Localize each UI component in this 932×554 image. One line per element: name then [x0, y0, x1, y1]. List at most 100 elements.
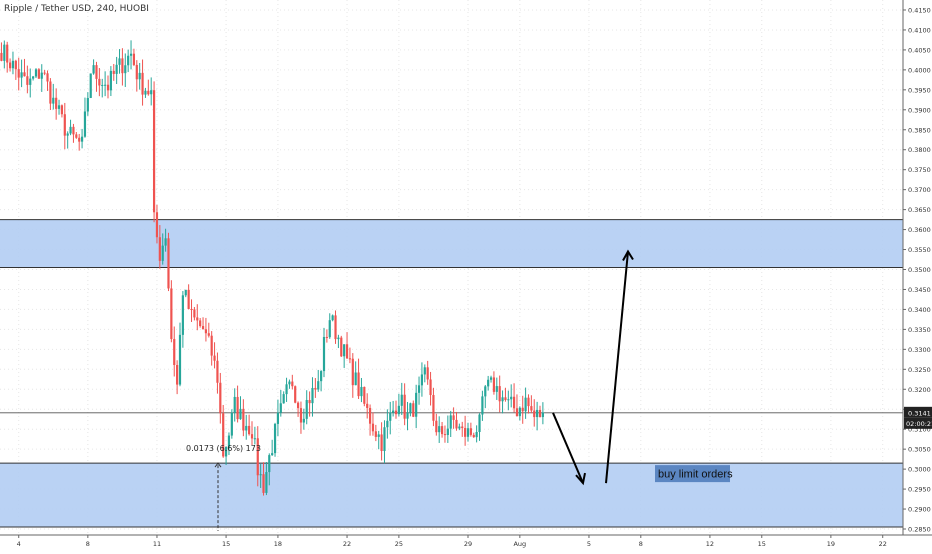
- x-tick-label: 15: [758, 540, 766, 548]
- candle-body: [432, 395, 435, 421]
- candle-body: [380, 434, 383, 452]
- candle-body: [533, 410, 536, 418]
- candle-body: [106, 84, 110, 91]
- candle-body: [325, 336, 328, 338]
- candle-body: [147, 90, 150, 95]
- time-axis-bg: [0, 535, 932, 550]
- candle-body: [57, 105, 61, 109]
- candle-body: [524, 397, 527, 412]
- y-tick-label: 0.3050: [908, 446, 931, 454]
- candle-body: [308, 400, 311, 404]
- candle-body: [167, 238, 170, 289]
- candle-body: [135, 64, 138, 80]
- candle-body: [475, 432, 478, 438]
- zones: [0, 219, 903, 528]
- candle-body: [302, 418, 305, 423]
- candle-body: [26, 76, 29, 85]
- candle-body: [464, 428, 467, 437]
- candle-body: [478, 414, 481, 433]
- candle-body: [423, 367, 426, 375]
- candle-body: [400, 394, 403, 406]
- candle-body: [377, 434, 380, 437]
- candle-body: [337, 337, 340, 340]
- candle-body: [403, 394, 406, 419]
- candle-body: [271, 453, 274, 456]
- y-tick-label: 0.3350: [908, 326, 931, 334]
- candle-body: [314, 387, 317, 390]
- candle-body: [282, 394, 285, 404]
- candle-body: [397, 405, 400, 415]
- candle-body: [222, 413, 225, 457]
- y-tick-label: 0.3100: [908, 426, 931, 434]
- y-tick-label: 0.2850: [908, 526, 931, 534]
- candle-body: [268, 455, 271, 473]
- x-tick-label: 15: [222, 540, 230, 548]
- candle-body: [299, 408, 303, 423]
- symbol-title: Ripple / Tether USD, 240, HUOBI: [4, 4, 149, 14]
- candle-body: [132, 53, 136, 65]
- candle-body: [409, 403, 412, 414]
- x-tick-label: Aug: [513, 540, 526, 548]
- candle-body: [279, 403, 282, 413]
- candle-body: [178, 334, 182, 385]
- candle-body: [121, 58, 124, 74]
- candle-body: [515, 408, 519, 417]
- candle-body: [317, 381, 320, 390]
- y-tick-label: 0.4000: [908, 66, 931, 74]
- candle-body: [262, 474, 265, 493]
- x-tick-label: 11: [153, 540, 161, 548]
- x-tick-label: 19: [827, 540, 835, 548]
- candle-body: [305, 400, 308, 419]
- y-tick-label: 0.3550: [908, 246, 931, 254]
- candle-body: [452, 415, 455, 420]
- candle-body: [43, 72, 46, 74]
- last-price-label: 0.3141: [908, 409, 931, 417]
- candle-body: [219, 382, 222, 414]
- candle-body: [20, 72, 23, 78]
- y-tick-label: 0.2900: [908, 506, 931, 514]
- candle-body: [60, 105, 64, 115]
- candle-body: [213, 355, 216, 361]
- candle-body: [368, 407, 372, 424]
- candles: [0, 40, 544, 496]
- candle-body: [155, 212, 159, 238]
- y-tick-label: 0.3950: [908, 86, 931, 94]
- y-tick-label: 0.3900: [908, 106, 931, 114]
- y-tick-label: 0.4050: [908, 46, 931, 54]
- candle-body: [227, 435, 231, 447]
- projection-arrow-down: [552, 412, 584, 484]
- candle-body: [98, 78, 101, 86]
- candle-body: [104, 84, 107, 86]
- candle-body: [242, 408, 245, 431]
- candle-body: [239, 408, 242, 420]
- candle-body: [72, 126, 75, 135]
- candle-body: [216, 360, 219, 383]
- candle-body: [294, 386, 297, 403]
- candle-body: [52, 97, 55, 104]
- candle-body: [89, 73, 92, 98]
- candle-body: [199, 320, 202, 327]
- candle-body: [383, 427, 386, 452]
- candle-body: [394, 410, 398, 415]
- candle-body: [55, 97, 58, 109]
- candle-body: [23, 72, 26, 77]
- candle-body: [345, 344, 349, 359]
- candle-body: [95, 65, 98, 79]
- candle-body: [63, 114, 66, 136]
- candle-body: [184, 289, 187, 296]
- annotation-box: [655, 465, 730, 483]
- candle-body: [435, 420, 438, 433]
- candle-body: [507, 399, 510, 401]
- candle-body: [348, 358, 352, 360]
- candle-body: [466, 428, 470, 437]
- candle-body: [6, 44, 9, 63]
- candle-body: [193, 309, 196, 318]
- candle-body: [489, 377, 493, 380]
- candle-body: [152, 90, 156, 213]
- candle-body: [518, 407, 521, 417]
- candle-body: [80, 136, 84, 142]
- candle-body: [406, 413, 409, 419]
- candle-body: [443, 434, 447, 436]
- candle-body: [224, 446, 228, 457]
- candle-body: [512, 396, 516, 409]
